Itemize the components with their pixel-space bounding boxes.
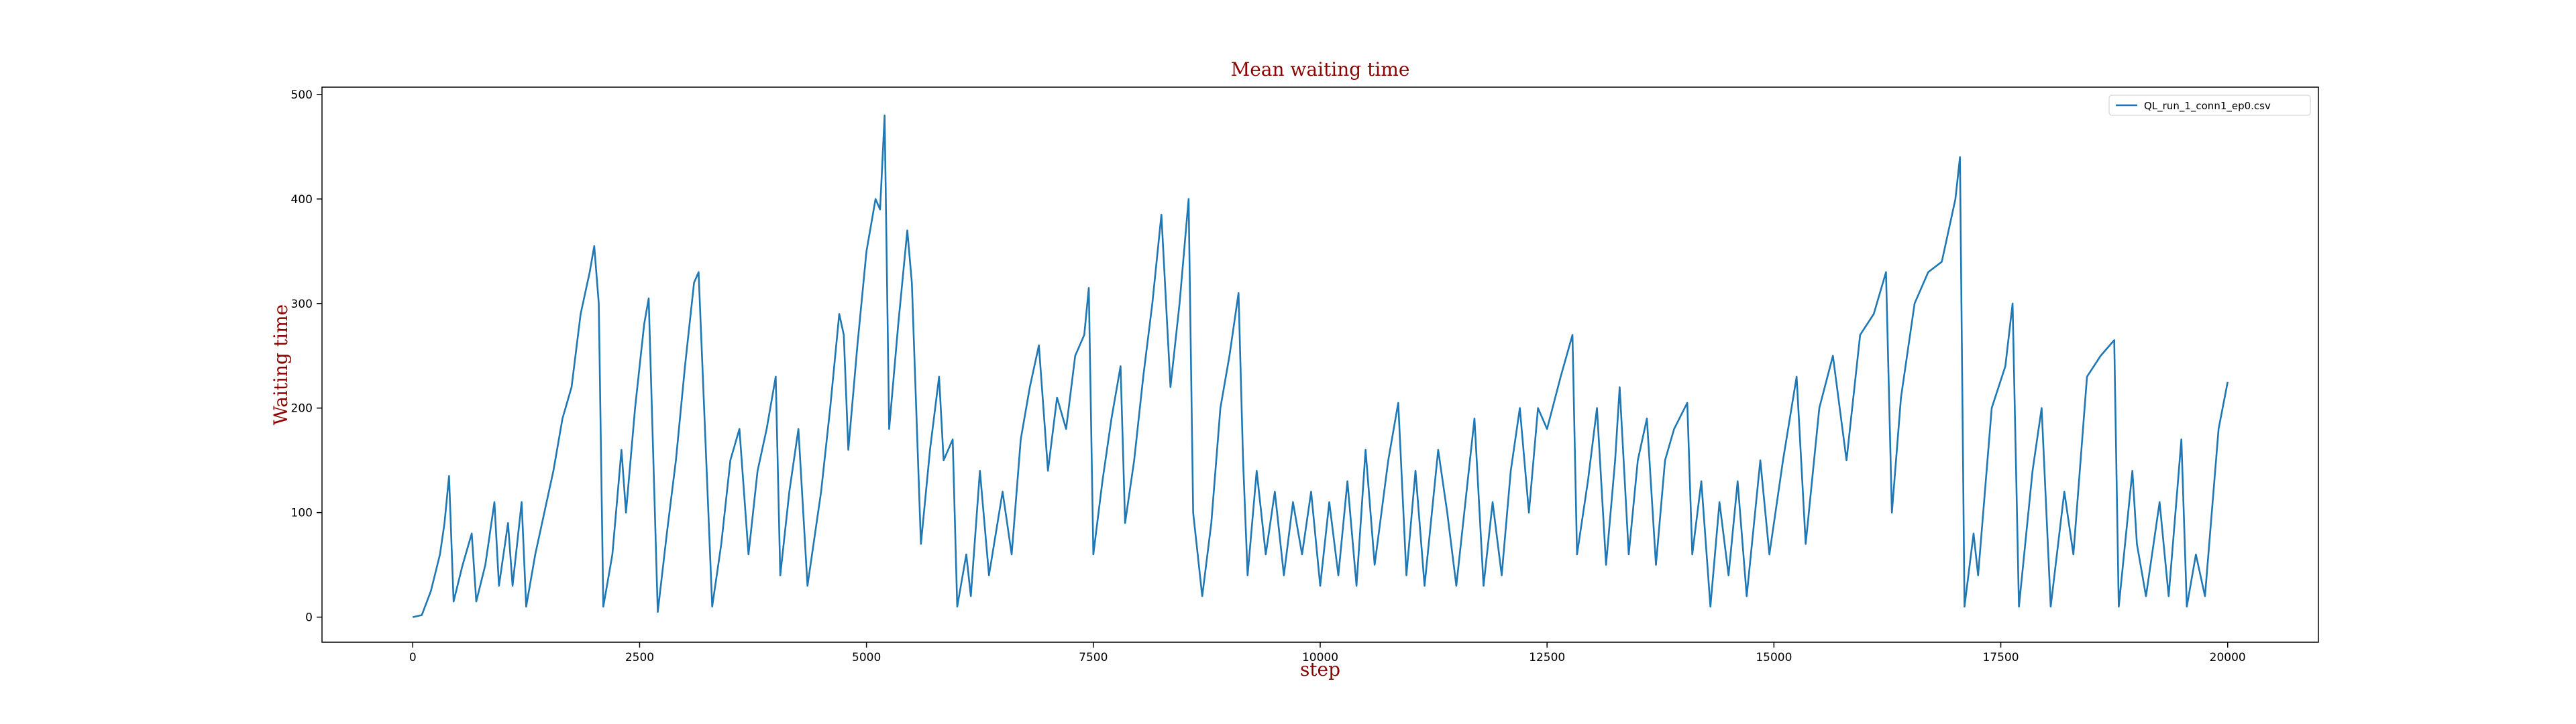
x-tick-label: 10000: [1302, 651, 1338, 664]
y-tick-label: 0: [305, 611, 313, 625]
x-tick-label: 17500: [1982, 651, 2019, 664]
y-axis-label: Waiting time: [270, 304, 292, 425]
chart-title: Mean waiting time: [1231, 58, 1410, 80]
plot-frame: [321, 86, 2319, 643]
data-line: [412, 114, 2229, 618]
x-tick-label: 2500: [625, 651, 654, 664]
x-tick-label: 20000: [2210, 651, 2246, 664]
x-tick-label: 15000: [1756, 651, 1792, 664]
y-tick-label: 400: [291, 193, 313, 206]
y-tick-label: 100: [291, 507, 313, 520]
legend-box: [2108, 95, 2311, 116]
y-tick-label: 200: [291, 402, 313, 416]
x-tick-label: 12500: [1529, 651, 1565, 664]
y-tick-label: 300: [291, 298, 313, 311]
legend-label: QL_run_1_conn1_ep0.csv: [2144, 100, 2271, 113]
y-tick-label: 500: [291, 88, 313, 102]
x-tick-label: 7500: [1079, 651, 1108, 664]
x-tick-label: 0: [409, 651, 417, 664]
x-tick-label: 5000: [852, 651, 881, 664]
x-axis-label: step: [1300, 658, 1340, 680]
